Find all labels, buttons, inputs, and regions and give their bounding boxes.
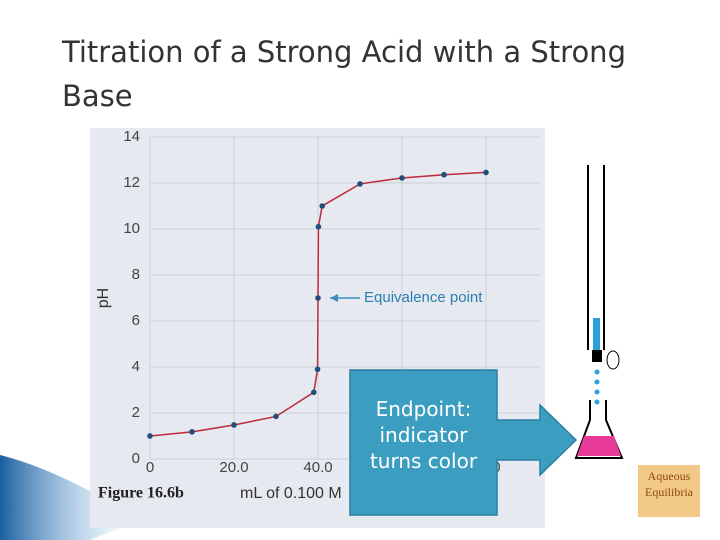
annotation: Equivalence point — [364, 289, 483, 306]
logo-text: Aqueous Equilibria — [645, 469, 693, 499]
point — [319, 203, 326, 209]
logo — [638, 465, 700, 517]
point — [315, 295, 321, 301]
y-tick-label: 10 — [123, 220, 140, 237]
point — [357, 181, 363, 187]
point — [311, 389, 317, 396]
x-tick-label: 20.0 — [219, 459, 248, 476]
point — [231, 422, 237, 428]
y-tick-label: 12 — [123, 174, 140, 191]
point — [189, 429, 195, 435]
burette — [574, 165, 624, 459]
point — [483, 169, 489, 176]
point — [315, 223, 322, 230]
point — [314, 366, 321, 373]
callout-text: Endpoint: indicator turns color — [369, 397, 478, 473]
point — [399, 175, 405, 181]
y-tick-label: 2 — [132, 404, 140, 421]
y-tick-label: 14 — [123, 128, 140, 145]
y-axis-label: pH — [95, 288, 112, 308]
point — [273, 413, 279, 420]
y-tick-label: 4 — [132, 358, 140, 375]
figure-label: Figure 16.6b — [98, 485, 184, 502]
y-tick-label: 8 — [132, 266, 140, 283]
x-axis-label: mL of 0.100 M — [240, 485, 342, 502]
annotation-arrowhead — [330, 294, 338, 302]
x-tick-label: 0 — [146, 459, 154, 476]
point — [147, 433, 153, 439]
x-tick-label: 40.0 — [303, 459, 332, 476]
y-tick-label: 6 — [132, 312, 140, 329]
y-tick-label: 0 — [132, 450, 140, 467]
callout-box — [349, 369, 578, 516]
slide-title: Titration of a Strong Acid with a Strong… — [62, 35, 626, 113]
point — [441, 171, 447, 178]
